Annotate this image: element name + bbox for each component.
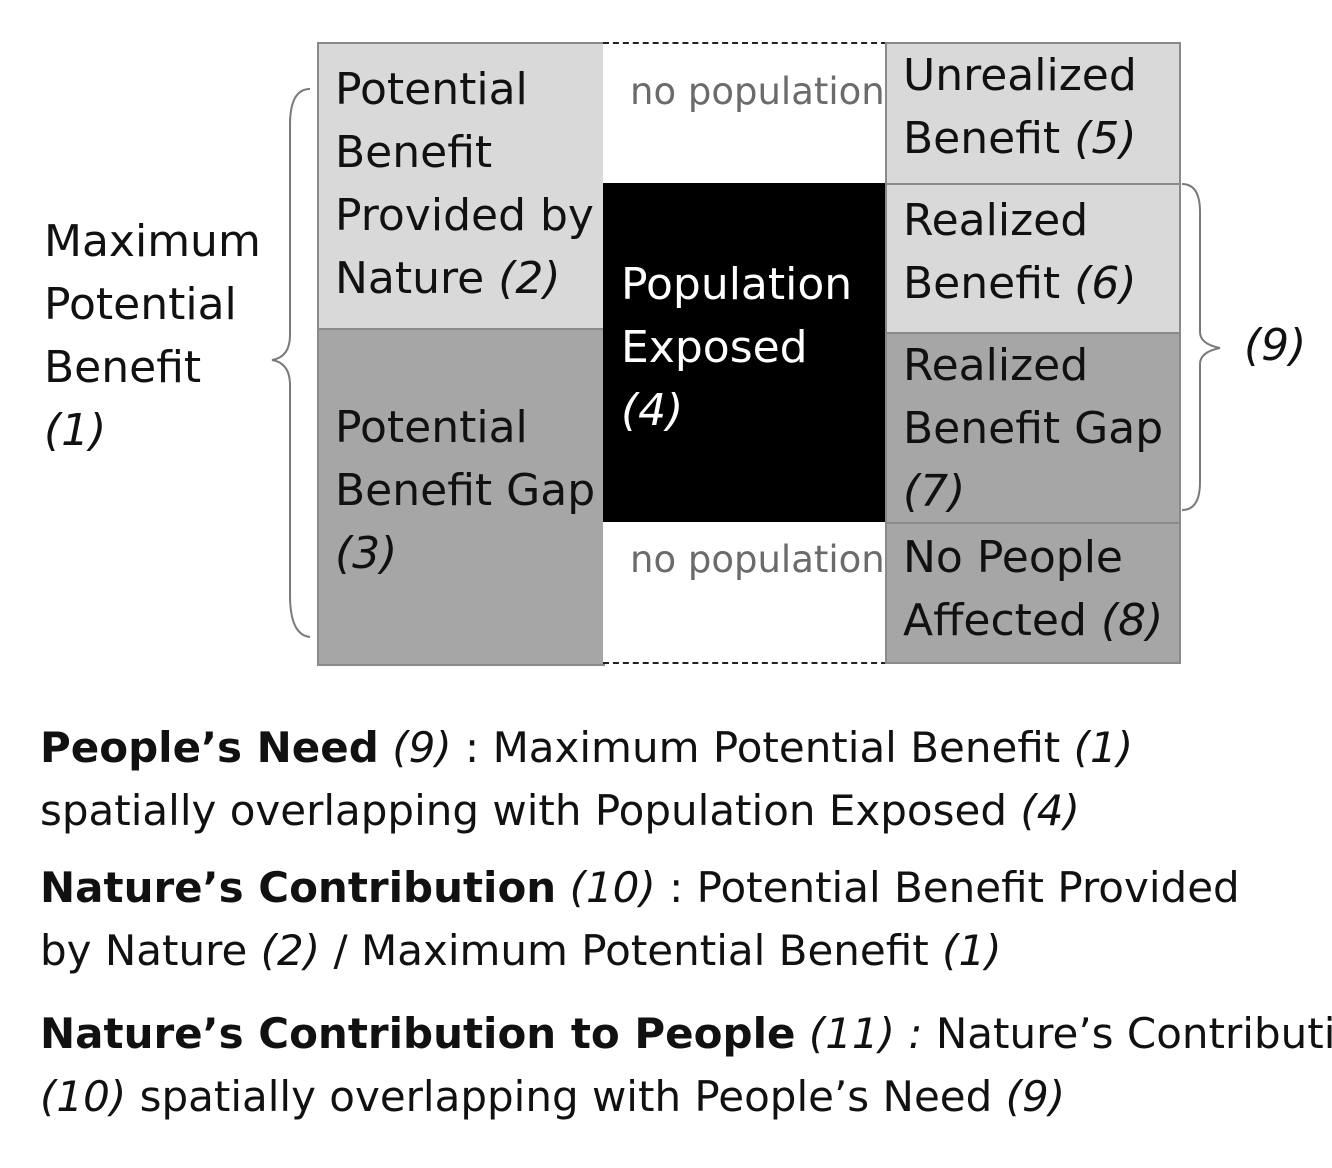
cell-population-exposed: Population Exposed (4) [603,183,887,524]
unrealized-number: (5) [1074,113,1137,164]
contribution-separator: : [655,863,697,912]
need-number2: (4) [1020,786,1080,835]
potential-gap-text: Potential Benefit Gap [335,402,596,516]
ncp-term-number: (11) : [808,1009,923,1058]
ncp-term: Nature’s Contribution to People [40,1009,796,1058]
cell-potential-benefit-gap: Potential Benefit Gap (3) [317,328,605,666]
cell-no-population-top [603,42,887,184]
contribution-line1: Potential Benefit Provided [696,863,1240,912]
ncp-number2: (9) [1005,1072,1066,1121]
contribution-line2: by Nature [40,926,248,975]
ncp-line2: spatially overlapping with People’s Need [139,1072,993,1121]
cell-no-population-bottom [603,522,887,664]
realized-text: Realized Benefit [903,195,1089,309]
need-term: People’s Need [40,723,379,772]
population-exposed-number: (4) [621,385,684,436]
ncp-number1: (10) [40,1072,127,1121]
definition-peoples-need: People’s Need (9) : Maximum Potential Be… [40,716,1133,842]
contribution-mid: / Maximum Potential Benefit [333,926,929,975]
max-potential-benefit-label: Maximum Potential Benefit (1) [44,210,261,462]
realized-gap-text: Realized Benefit Gap [903,340,1164,454]
contribution-term: Nature’s Contribution [40,863,557,912]
contribution-number2: (1) [942,926,1002,975]
no-population-top-text: no population [630,70,885,113]
potential-gap-number: (3) [335,528,398,579]
need-separator: : [451,723,493,772]
need-line2: spatially overlapping with Population Ex… [40,786,1007,835]
realized-number: (6) [1074,258,1137,309]
definition-natures-contribution: Nature’s Contribution (10) : Potential B… [40,856,1240,982]
max-potential-benefit-text: Maximum Potential Benefit [44,216,261,393]
peoples-need-number: (9) [1244,320,1307,371]
left-brace [271,88,311,638]
potential-benefit-text: Potential Benefit Provided by Nature [335,64,594,304]
contribution-number1: (2) [260,926,321,975]
realized-gap-number: (7) [903,466,966,517]
cell-realized-benefit: Realized Benefit (6) [885,183,1181,334]
no-people-number: (8) [1100,595,1164,646]
no-population-bottom-text: no population [630,538,885,581]
no-people-text: No People Affected [903,532,1123,646]
cell-realized-benefit-gap: Realized Benefit Gap (7) [885,332,1181,524]
max-potential-benefit-number: (1) [44,405,107,456]
definition-ncp: Nature’s Contribution to People (11) : N… [40,1002,1332,1128]
potential-benefit-number: (2) [498,253,561,304]
right-brace [1181,183,1221,511]
cell-unrealized-benefit: Unrealized Benefit (5) [885,42,1181,185]
unrealized-text: Unrealized Benefit [903,50,1137,164]
need-term-number: (9) [392,723,452,772]
population-exposed-text: Population Exposed [621,259,853,373]
need-line1: Maximum Potential Benefit [492,723,1061,772]
ncp-line1: Nature’s Contribution [935,1009,1332,1058]
contribution-term-number: (10) [569,863,656,912]
need-number1: (1) [1073,723,1134,772]
cell-no-people-affected: No People Affected (8) [885,522,1181,664]
cell-potential-benefit: Potential Benefit Provided by Nature (2) [317,42,605,330]
